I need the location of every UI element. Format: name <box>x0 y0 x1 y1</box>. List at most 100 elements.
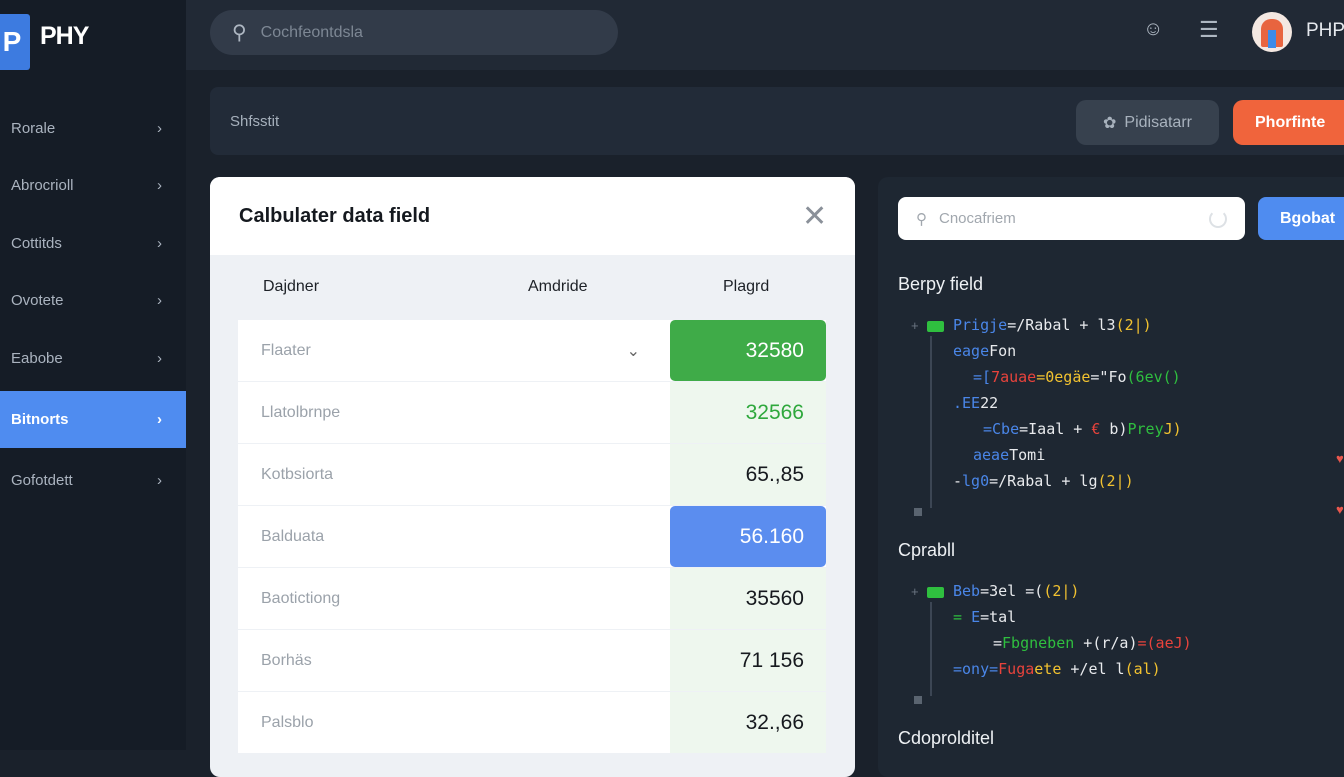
code-token: b) <box>1100 420 1128 438</box>
table-row[interactable]: Borhäs 71 156 <box>238 630 826 691</box>
column-header: Dajdner <box>263 278 320 295</box>
row-label-cell: Kotbsiorta <box>238 444 670 505</box>
sidebar-item[interactable]: Abrocrioll › <box>0 157 186 214</box>
heart-icon[interactable]: ♥ <box>1336 451 1344 466</box>
modal-title: Calbulater data field <box>239 205 431 227</box>
code-line: =Fbgneben +(r/a)=(aeJ) <box>993 634 1192 652</box>
sidebar-item[interactable]: Rorale › <box>0 100 186 157</box>
code-line: .EE22 <box>953 394 998 412</box>
sidebar-item[interactable]: Eabobe › <box>0 330 186 387</box>
code-token: Tomi <box>1009 446 1046 464</box>
table-row[interactable]: Balduata 56.160 <box>238 506 826 567</box>
code-line: =ony=Fugaete +/el l(al) <box>953 660 1161 678</box>
code-token: =(aeJ) <box>1137 634 1192 652</box>
sidebar-item[interactable]: Ovotete › <box>0 272 186 329</box>
toggle-icon[interactable] <box>927 321 944 332</box>
table-row[interactable]: Baotictiong 35560 <box>238 568 826 629</box>
panel-search-input[interactable]: ⚲ Cnocafriem <box>898 197 1245 240</box>
code-token: Fon <box>989 342 1017 360</box>
code-line: eageFon <box>953 342 1016 360</box>
fold-guide <box>930 336 932 508</box>
row-label-cell: Llatolbrnpe <box>238 382 670 443</box>
row-label: Borhäs <box>261 651 312 669</box>
code-token: eage <box>953 342 990 360</box>
code-token: +(r/a) <box>1074 634 1138 652</box>
code-token: lg0 <box>962 472 990 490</box>
row-label: Kotbsiorta <box>261 465 334 483</box>
code-token: Prey <box>1127 420 1164 438</box>
code-token: aeae <box>973 446 1010 464</box>
row-value: 32580 <box>670 320 826 381</box>
fold-icon[interactable] <box>914 696 922 704</box>
loading-spinner-icon <box>1209 209 1227 228</box>
code-token: =/Rabal + l3 <box>1007 316 1116 334</box>
row-label: Flaater <box>261 341 311 359</box>
row-value: 35560 <box>670 568 826 629</box>
row-label-cell: Flaater ⌄ <box>238 320 670 381</box>
chevron-right-icon: › <box>157 292 162 309</box>
row-value: 56.160 <box>670 506 826 567</box>
row-value: 32.,66 <box>670 692 826 753</box>
code-token: (al) <box>1124 660 1161 678</box>
table-row[interactable]: Palsblo 32.,66 <box>238 692 826 753</box>
code-token: = <box>953 608 972 626</box>
primary-button[interactable]: Phorfinte <box>1233 100 1344 145</box>
table-row[interactable]: Kotbsiorta 65.,85 <box>238 444 826 505</box>
global-search-input[interactable]: ⚲ Cochfeontdsla <box>210 10 618 55</box>
code-token: € <box>1091 420 1101 438</box>
close-icon[interactable]: ✕ <box>802 200 828 233</box>
code-token: Fuga <box>998 660 1035 678</box>
code-token: .EE <box>953 394 981 412</box>
fold-icon[interactable] <box>914 508 922 516</box>
sidebar-item[interactable]: Gofotdett › <box>0 452 186 509</box>
logo-icon: P <box>0 14 30 70</box>
section-title: Cprabll <box>898 540 956 560</box>
code-token: 7auae <box>991 368 1037 386</box>
sidebar-item[interactable]: Cottitds › <box>0 215 186 272</box>
sidebar-item-label: Cottitds <box>11 235 62 252</box>
username[interactable]: PHP <box>1306 20 1344 41</box>
section-title: Cdoprolditel <box>898 728 995 748</box>
code-line: Beb=3el =((2|) <box>953 582 1079 600</box>
code-token: Beb <box>953 582 981 600</box>
code-token: =Cbe <box>983 420 1020 438</box>
user-icon[interactable]: ☺ <box>1143 18 1164 40</box>
code-token: =Iaal + <box>1019 420 1092 438</box>
sidebar-item-label: Ovotete <box>11 292 64 309</box>
expand-icon[interactable]: + <box>911 584 919 599</box>
code-token: =ony= <box>953 660 999 678</box>
row-value: 71 156 <box>670 630 826 691</box>
expand-icon[interactable]: + <box>911 318 919 333</box>
row-label: Baotictiong <box>261 589 341 607</box>
code-token: =tal <box>980 608 1017 626</box>
table-row[interactable]: Flaater ⌄ 32580 <box>238 320 826 381</box>
code-line: = E=tal <box>953 608 1016 626</box>
panel-button[interactable]: Bgobat <box>1258 197 1344 240</box>
sidebar-item-label: Gofotdett <box>11 472 73 489</box>
avatar[interactable] <box>1252 12 1292 52</box>
search-placeholder: Cnocafriem <box>939 210 1016 227</box>
menu-icon[interactable]: ☰ <box>1199 17 1219 42</box>
code-line: aeaeTomi <box>973 446 1045 464</box>
fold-guide <box>930 602 932 696</box>
secondary-button[interactable]: ✿ Pidisatarr <box>1076 100 1219 145</box>
toggle-icon[interactable] <box>927 587 944 598</box>
modal-header <box>210 177 855 255</box>
sidebar-item[interactable]: Bitnorts › <box>0 391 186 448</box>
row-label: Balduata <box>261 527 325 545</box>
sidebar-item-label: Bitnorts <box>11 411 69 428</box>
chevron-down-icon[interactable]: ⌄ <box>626 342 640 360</box>
column-header: Plagrd <box>723 278 770 295</box>
code-token: +/el l <box>1061 660 1125 678</box>
row-label-cell: Borhäs <box>238 630 670 691</box>
table-row[interactable]: Llatolbrnpe 32566 <box>238 382 826 443</box>
code-token: J) <box>1163 420 1182 438</box>
search-placeholder: Cochfeontdsla <box>260 23 363 41</box>
code-token: (2|) <box>1115 316 1152 334</box>
secondary-button-label: Pidisatarr <box>1124 113 1192 131</box>
heart-icon[interactable]: ♥ <box>1336 502 1344 517</box>
row-label-cell: Baotictiong <box>238 568 670 629</box>
code-line: =[7auae=0egäe="Fo(6ev() <box>973 368 1181 386</box>
code-token: 22 <box>980 394 999 412</box>
chevron-right-icon: › <box>157 177 162 194</box>
